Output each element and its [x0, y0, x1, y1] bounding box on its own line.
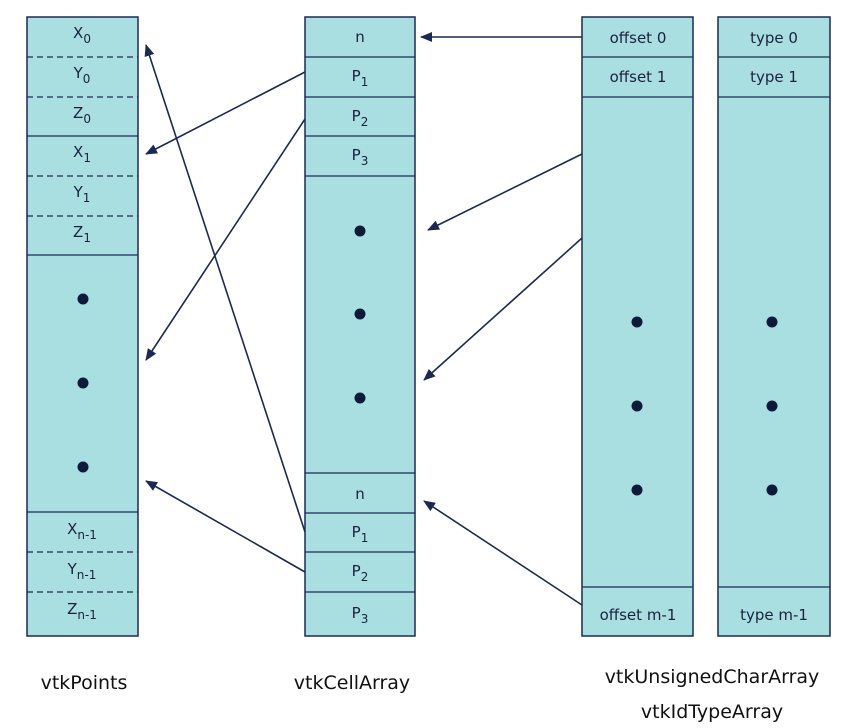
offset-m1-cell: offset m-1 [600, 606, 677, 624]
type-0-cell: type 0 [750, 29, 798, 47]
cell-p3-bottom: P3 [352, 604, 369, 626]
ellipsis-dot [354, 225, 366, 237]
ellipsis-dot [766, 316, 778, 328]
vtkcellarray-box [304, 16, 416, 637]
cell-p1-top: P1 [352, 67, 369, 89]
arrow-p1-to-x0 [144, 44, 306, 533]
ellipsis-dot [77, 461, 89, 473]
ellipsis-dot [354, 308, 366, 320]
point-z1-cell: Z1 [73, 223, 91, 245]
point-x1-cell: X1 [73, 143, 91, 165]
arrow-p2-to-points [145, 118, 306, 361]
vtkpoints-label: vtkPoints [41, 672, 128, 694]
type-1-cell: type 1 [750, 68, 798, 86]
cell-n-bottom: n [355, 485, 365, 503]
vtkpoints-column: X0 Y0 Z0 X1 Y1 Z1 Xn-1 Yn-1 Zn-1 [26, 16, 139, 637]
ellipsis-dot [77, 377, 89, 389]
point-xn1-cell: Xn-1 [67, 520, 97, 542]
vtkunsignedchararray-label: vtkUnsignedCharArray [605, 666, 820, 688]
offset-1-cell: offset 1 [610, 68, 667, 86]
ellipsis-dot [77, 293, 89, 305]
vtkidtypearray-label: vtkIdTypeArray [641, 701, 783, 723]
ellipsis-dot [631, 484, 643, 496]
vtkcellarray-label: vtkCellArray [294, 672, 410, 694]
point-yn1-cell: Yn-1 [67, 560, 97, 582]
cell-p2-bottom: P2 [352, 562, 369, 584]
ellipsis-dot [631, 316, 643, 328]
point-y0-cell: Y0 [73, 64, 91, 86]
arrow-p2-to-points-lower [145, 480, 306, 573]
arrow-offset-to-cell [423, 237, 583, 381]
point-x0-cell: X0 [73, 24, 91, 46]
cell-p1-bottom: P1 [352, 523, 369, 545]
point-y1-cell: Y1 [73, 183, 91, 205]
offsets-column: offset 0 offset 1 offset m-1 [581, 16, 694, 637]
ellipsis-dot [631, 400, 643, 412]
ellipsis-dot [766, 400, 778, 412]
arrow-p1-to-x1 [145, 71, 306, 155]
ellipsis-dot [354, 392, 366, 404]
types-column: type 0 type 1 type m-1 [717, 16, 831, 637]
cell-p2-top: P2 [352, 107, 369, 129]
arrow-offset-to-cell [427, 153, 583, 231]
vtkpoints-box [26, 16, 139, 637]
ellipsis-dot [766, 484, 778, 496]
cell-n-top: n [355, 28, 365, 46]
arrow-offsetm1-to-n [423, 500, 583, 606]
type-m1-cell: type m-1 [740, 606, 808, 624]
point-zn1-cell: Zn-1 [67, 600, 97, 622]
offset-0-cell: offset 0 [610, 29, 667, 47]
vtkcellarray-column: n P1 P2 P3 n P1 P2 P3 [304, 16, 416, 637]
cell-p3-top: P3 [352, 146, 369, 168]
pointer-arrows [144, 32, 583, 606]
point-z0-cell: Z0 [73, 104, 91, 126]
